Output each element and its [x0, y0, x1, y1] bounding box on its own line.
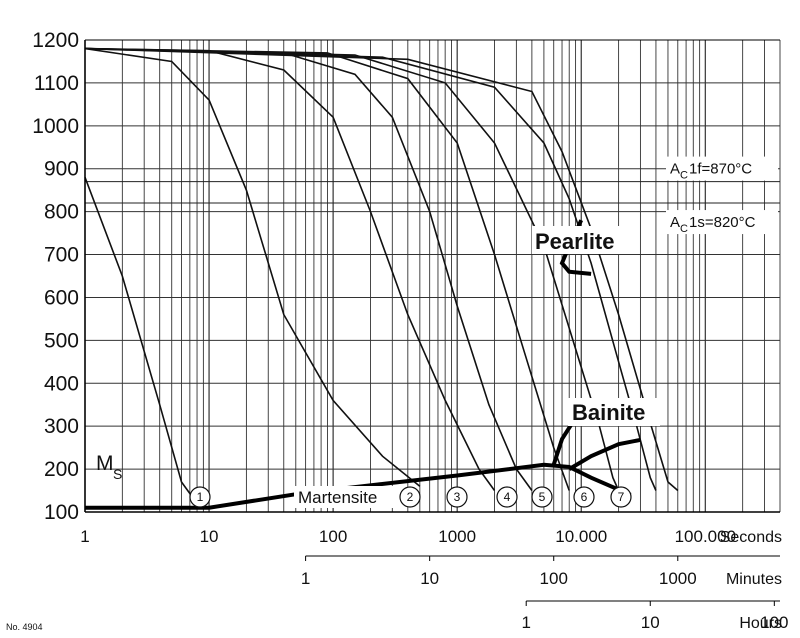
y-tick-label: 300 — [44, 415, 79, 438]
x-tick-label: 10 — [641, 613, 660, 632]
y-tick-label: 800 — [44, 201, 79, 224]
y-tick-label: 600 — [44, 286, 79, 309]
curve-number-circle — [531, 486, 553, 508]
x-tick-label: 1000 — [438, 527, 476, 546]
axes: 1200110010009008007006005004003002001001… — [32, 29, 788, 632]
martensite-label-bg — [294, 486, 396, 508]
x-tick-label: 100.000 — [675, 527, 736, 546]
cooling-curve-2 — [84, 47, 421, 487]
phase-boundaries — [85, 219, 641, 510]
pearlite-label: Pearlite — [535, 229, 615, 254]
curve-number-circle — [189, 486, 211, 508]
x-tick-label: 1000 — [659, 569, 697, 588]
y-tick-label: 400 — [44, 372, 79, 395]
pearlite-label-bg — [532, 226, 628, 254]
curve-number-label: 1 — [197, 490, 204, 504]
curve-number-label: 7 — [618, 490, 625, 504]
martensite-label: Martensite — [298, 488, 377, 507]
curve-number-label: 3 — [454, 490, 461, 504]
y-tick-label: 900 — [44, 158, 79, 181]
x-tick-label: 10 — [420, 569, 439, 588]
curve-number-circle — [399, 486, 421, 508]
ac1f-label-bg — [666, 156, 778, 181]
x-tick-label: 100 — [319, 527, 347, 546]
x-tick-label: 100 — [760, 613, 788, 632]
curve-number-label: 4 — [504, 490, 511, 504]
ac1s-label-bg — [666, 210, 778, 235]
ms-subscript-label: S — [113, 466, 122, 482]
x-axis-unit-label: Minutes — [726, 571, 782, 588]
ms-line — [85, 462, 632, 510]
y-tick-label: 1200 — [32, 29, 79, 52]
cooling-curve-3 — [84, 47, 496, 491]
x-axis-unit-label: Hours — [739, 615, 782, 632]
ac1s-label-subscript: C — [680, 223, 688, 235]
ac1f-label-prefix: A — [670, 161, 680, 178]
x-tick-label: 10 — [200, 527, 219, 546]
x-tick-label: 1 — [521, 613, 530, 632]
y-tick-label: 1100 — [34, 72, 79, 95]
curve-number-circle — [573, 486, 595, 508]
curve-number-label: 5 — [539, 490, 546, 504]
bainite-label-bg — [568, 398, 660, 426]
ac1s-label-value: 1s=820°C — [689, 214, 756, 231]
y-tick-label: 1000 — [32, 115, 79, 138]
x-axis-unit-label: Seconds — [720, 529, 782, 546]
x-tick-label: 1 — [301, 569, 310, 588]
ms-label: M — [96, 452, 114, 475]
bainite-lower-boundary — [568, 437, 641, 471]
ac1s-label-prefix: A — [670, 214, 680, 231]
x-tick-label: 10.000 — [555, 527, 607, 546]
bainite-label: Bainite — [572, 400, 645, 425]
y-tick-label: 200 — [44, 458, 79, 481]
curve-number-label: 6 — [581, 490, 588, 504]
x-tick-label: 1 — [80, 527, 89, 546]
ac-reference-lines — [85, 181, 780, 204]
ac1f-label-value: 1f=870°C — [689, 161, 752, 178]
ac1f-label-subscript: C — [680, 170, 688, 182]
y-tick-label: 100 — [44, 501, 79, 524]
curve-number-circle — [496, 486, 518, 508]
curve-number-circle — [446, 486, 468, 508]
curve-number-label: 2 — [407, 490, 414, 504]
y-tick-label: 500 — [44, 329, 79, 352]
curve-number-circle — [610, 486, 632, 508]
x-tick-label: 100 — [540, 569, 568, 588]
y-tick-label: 700 — [44, 244, 79, 267]
cooling-curve-1 — [84, 177, 198, 504]
cooling-curve-4 — [84, 47, 533, 491]
figure-number: No. 4904 — [6, 622, 43, 632]
cooling-curves — [84, 47, 679, 504]
